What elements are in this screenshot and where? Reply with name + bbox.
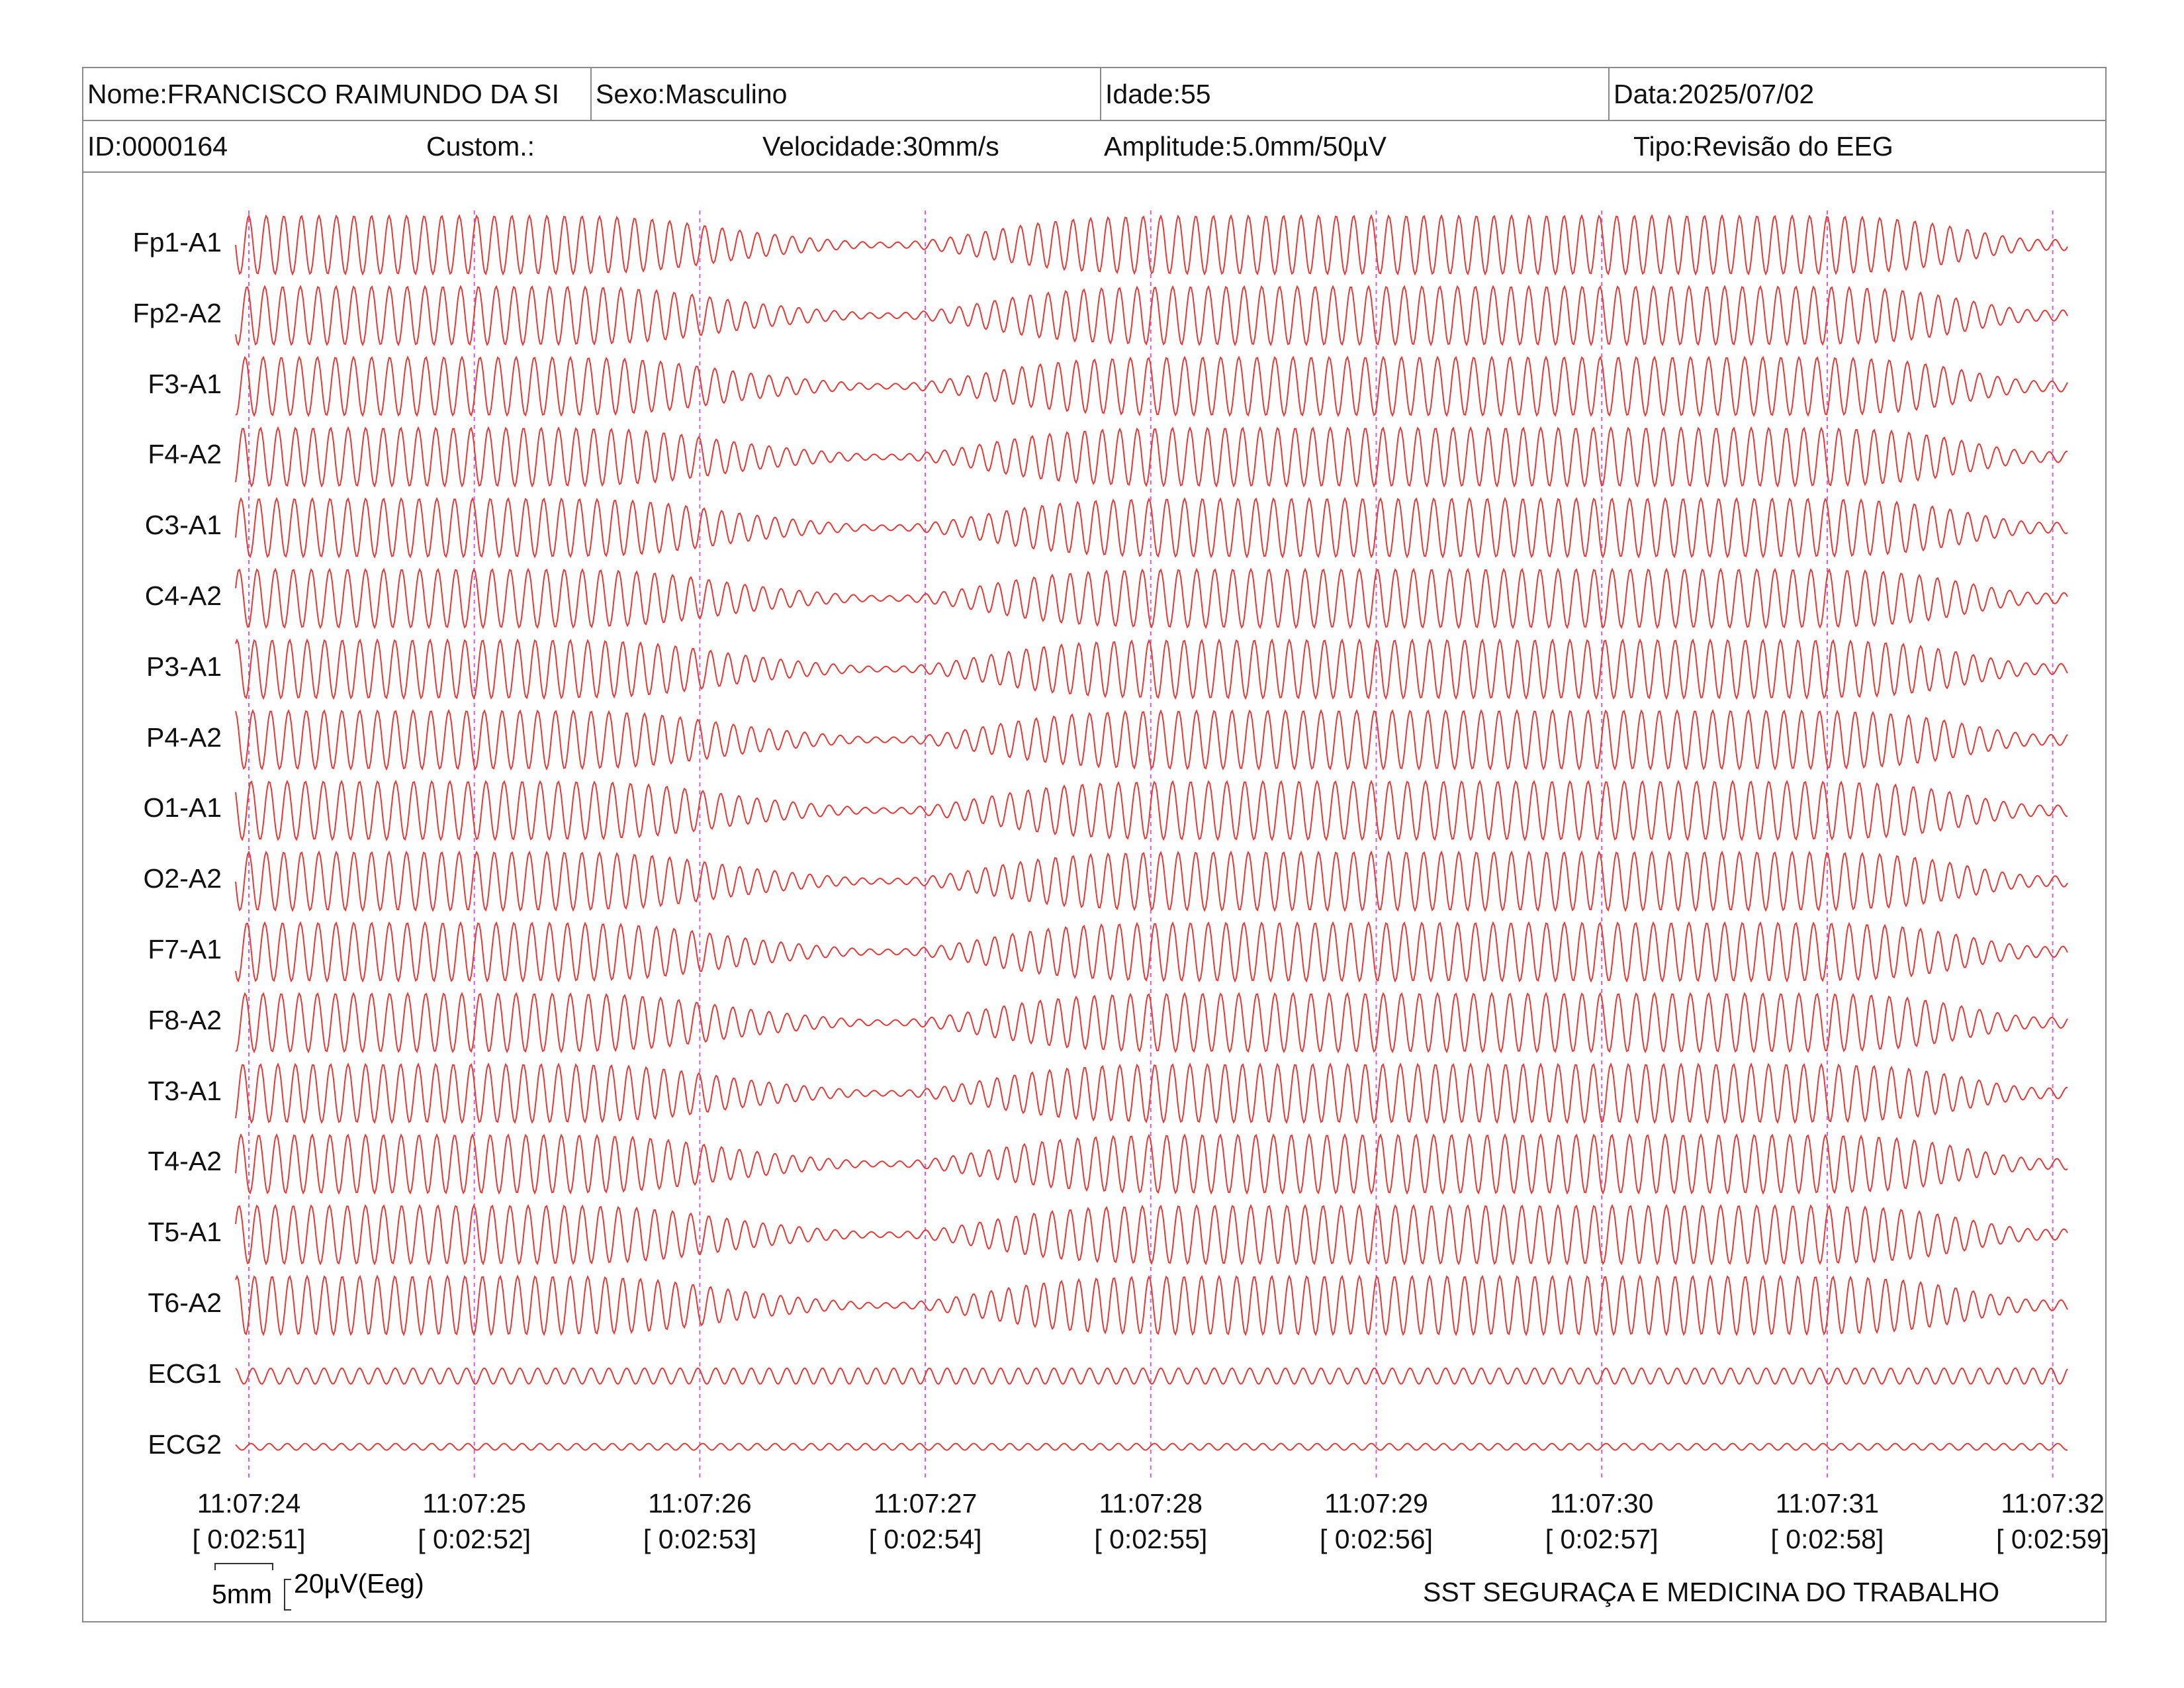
channel-label: P4-A2 [146,722,222,753]
eeg-trace [235,992,2068,1054]
channel-label: T3-A1 [148,1075,222,1106]
time-mark-clock: 11:07:30 [1549,1488,1654,1519]
eeg-trace [235,426,2068,488]
channel-label: ECG1 [148,1358,222,1389]
patient-age: Idade:55 [1100,68,1608,120]
time-mark: 11:07:25 [ 0:02:52] [395,1485,554,1557]
channel-label: Fp2-A2 [132,297,222,328]
footer-organization: SST SEGURAÇA E MEDICINA DO TRABALHO [1423,1577,2000,1607]
channel-label: F7-A1 [148,934,222,964]
eeg-trace [235,709,2068,771]
time-scale-label: 5mm [212,1579,272,1609]
eeg-trace [235,1367,2068,1385]
exam-type: Tipo:Revisão do EEG [1633,130,1893,162]
record-date: Data:2025/07/02 [1608,68,2105,120]
time-mark-elapsed: [ 0:02:51] [192,1524,306,1554]
time-mark-clock: 11:07:28 [1099,1488,1203,1519]
channel-label: C3-A1 [144,510,222,541]
channel-label: F3-A1 [148,368,222,399]
record-id: ID:0000164 [87,130,228,162]
time-mark-elapsed: [ 0:02:57] [1545,1524,1659,1554]
channel-label: T5-A1 [148,1217,222,1248]
time-mark: 11:07:31 [ 0:02:58] [1748,1485,1907,1557]
time-mark-clock: 11:07:31 [1775,1488,1880,1519]
channel-label: T4-A2 [148,1146,222,1177]
eeg-trace [235,1203,2068,1266]
channel-label: O1-A1 [143,792,222,823]
patient-name: Nome:FRANCISCO RAIMUNDO DA SI [83,68,592,120]
channel-label: F4-A2 [148,439,222,470]
time-mark-clock: 11:07:32 [2001,1488,2105,1519]
eeg-trace [235,779,2068,841]
header-row-settings: ID:0000164 Custom.: Velocidade:30mm/s Am… [83,121,2105,173]
time-mark-clock: 11:07:27 [873,1488,978,1519]
time-mark-elapsed: [ 0:02:55] [1094,1524,1208,1554]
channel-label: F8-A2 [148,1004,222,1035]
eeg-trace [235,850,2068,912]
time-mark: 11:07:24 [ 0:02:51] [169,1485,328,1557]
time-mark-elapsed: [ 0:02:58] [1770,1524,1884,1554]
eeg-trace [235,921,2068,983]
eeg-trace [235,1274,2068,1336]
amplitude-scale-bracket [284,1579,291,1611]
channel-label: Fp1-A1 [132,227,222,258]
eeg-trace [235,285,2068,347]
time-mark: 11:07:32 [ 0:02:59] [1974,1485,2132,1557]
eeg-trace [235,1442,2068,1451]
channel-label: ECG2 [148,1429,222,1460]
amplitude-setting: Amplitude:5.0mm/50µV [1104,130,1387,162]
time-mark: 11:07:27 [ 0:02:54] [846,1485,1005,1557]
header-row-patient: Nome:FRANCISCO RAIMUNDO DA SI Sexo:Mascu… [83,68,2105,121]
paper-speed: Velocidade:30mm/s [762,130,999,162]
eeg-trace [235,638,2068,700]
eeg-trace [235,355,2068,418]
custom-field: Custom.: [426,130,535,162]
eeg-trace [235,1062,2068,1125]
report-frame: Nome:FRANCISCO RAIMUNDO DA SI Sexo:Mascu… [82,67,2107,1622]
time-mark-clock: 11:07:26 [648,1488,752,1519]
channel-label: C4-A2 [144,581,222,611]
eeg-trace [235,567,2068,630]
time-mark-elapsed: [ 0:02:53] [643,1524,756,1554]
channel-label: P3-A1 [146,651,222,682]
eeg-trace [235,214,2068,276]
time-mark-elapsed: [ 0:02:54] [868,1524,982,1554]
time-mark-elapsed: [ 0:02:56] [1320,1524,1433,1554]
time-mark-elapsed: [ 0:02:52] [418,1524,531,1554]
eeg-trace [235,1133,2068,1195]
time-mark: 11:07:30 [ 0:02:57] [1522,1485,1681,1557]
amplitude-scale-label: 20µV(Eeg) [294,1568,424,1599]
eeg-trace [235,496,2068,559]
time-mark-elapsed: [ 0:02:59] [1996,1524,2110,1554]
channel-label: T6-A2 [148,1288,222,1318]
time-mark-clock: 11:07:25 [422,1488,526,1519]
calibration-scale: 5mm 20µV(Eeg) [212,1563,424,1611]
channel-label: O2-A2 [143,863,222,894]
time-mark-clock: 11:07:24 [197,1488,301,1519]
time-mark: 11:07:28 [ 0:02:55] [1071,1485,1230,1557]
patient-sex: Sexo:Masculino [596,78,788,109]
time-scale-bracket [214,1563,273,1570]
time-mark: 11:07:26 [ 0:02:53] [620,1485,779,1557]
time-mark: 11:07:29 [ 0:02:56] [1297,1485,1456,1557]
time-mark-clock: 11:07:29 [1324,1488,1428,1519]
